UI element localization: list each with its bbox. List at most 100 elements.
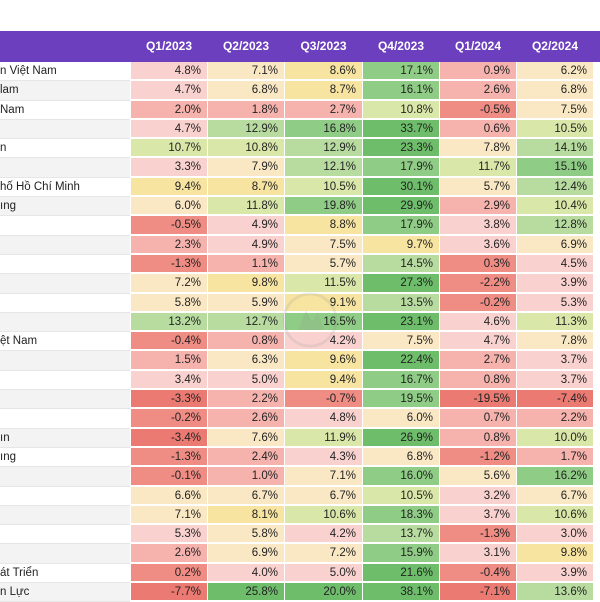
value-cell: 5.0%	[285, 563, 363, 583]
table-row[interactable]: 1.5% 6.3% 9.6% 22.4% 2.7% 3.7%	[0, 351, 600, 371]
top-strip	[0, 0, 600, 31]
value-cell: 2.2%	[208, 390, 285, 409]
value-cell: 3.4%	[131, 370, 208, 390]
table-row[interactable]: lam 4.7% 6.8% 8.7% 16.1% 2.6% 6.8%	[0, 81, 600, 101]
value-cell: -0.4%	[440, 563, 517, 583]
column-header[interactable]: Q2/2024	[531, 39, 579, 53]
table-row[interactable]: 3.4% 5.0% 9.4% 16.7% 0.8% 3.7%	[0, 370, 600, 391]
value-cell: 7.9%	[208, 158, 285, 177]
value-cell: 7.6%	[208, 428, 285, 447]
value-cell: 0.3%	[440, 254, 517, 274]
value-cell: 4.7%	[131, 119, 208, 139]
value-cell: 11.5%	[285, 274, 363, 293]
row-name	[0, 486, 130, 506]
table-row[interactable]: 7.2% 9.8% 11.5% 27.3% -2.2% 3.9%	[0, 274, 600, 294]
value-cell: 10.0%	[517, 428, 594, 447]
table-row[interactable]: 5.3% 5.8% 4.2% 13.7% -1.3% 3.0%	[0, 525, 600, 545]
data-table: n Việt Nam 4.8% 7.1% 8.6% 17.1% 0.9% 6.2% lam 4.…	[0, 62, 600, 602]
value-cell: -0.5%	[440, 100, 517, 119]
value-cell: 2.6%	[131, 544, 208, 563]
value-cell: 10.8%	[363, 100, 440, 119]
table-row[interactable]: 7.1% 8.1% 10.6% 18.3% 3.7% 10.6%	[0, 505, 600, 526]
table-row[interactable]: 13.2% 12.7% 16.5% 23.1% 4.6% 11.3%	[0, 312, 600, 333]
table-row[interactable]: 6.6% 6.7% 6.7% 10.5% 3.2% 6.7%	[0, 486, 600, 506]
row-name	[0, 119, 130, 140]
value-cell: 18.3%	[363, 505, 440, 525]
table-row[interactable]: 2.3% 4.9% 7.5% 9.7% 3.6% 6.9%	[0, 235, 600, 255]
value-cell: -0.7%	[285, 390, 363, 409]
value-cell: 23.1%	[363, 312, 440, 332]
value-cell: 9.1%	[285, 293, 363, 312]
value-cell: 2.0%	[131, 100, 208, 119]
value-cell: 5.7%	[440, 177, 517, 197]
value-cell: 3.1%	[440, 544, 517, 563]
row-name	[0, 544, 130, 564]
value-cell: 4.3%	[285, 447, 363, 467]
column-header[interactable]: Q1/2023	[145, 39, 193, 53]
value-cell: 4.5%	[517, 254, 594, 274]
table-row[interactable]: 3.3% 7.9% 12.1% 17.9% 11.7% 15.1%	[0, 158, 600, 178]
value-cell: -19.5%	[440, 390, 517, 409]
table-row[interactable]: át Triển 0.2% 4.0% 5.0% 21.6% -0.4% 3.9%	[0, 563, 600, 584]
table-row[interactable]: n 10.7% 10.8% 12.9% 23.3% 7.8% 14.1%	[0, 139, 600, 159]
value-cell: 12.8%	[517, 216, 594, 235]
value-cell: -2.2%	[440, 274, 517, 293]
row-name	[0, 525, 130, 545]
row-name	[0, 351, 130, 371]
value-cell: 33.7%	[363, 119, 440, 139]
column-header[interactable]: Q2/2023	[222, 39, 270, 53]
column-header[interactable]: Q1/2024	[454, 39, 502, 53]
value-cell: 9.4%	[131, 177, 208, 197]
table-row[interactable]: ıng 6.0% 11.8% 19.8% 29.9% 2.9% 10.4%	[0, 197, 600, 217]
table-row[interactable]: -0.5% 4.9% 8.8% 17.9% 3.8% 12.8%	[0, 216, 600, 236]
value-cell: 26.9%	[363, 428, 440, 447]
value-cell: 6.0%	[131, 197, 208, 216]
value-cell: 16.0%	[363, 467, 440, 486]
table-row[interactable]: -3.3% 2.2% -0.7% 19.5% -19.5% -7.4%	[0, 390, 600, 410]
table-row[interactable]: ệt Nam -0.4% 0.8% 4.2% 7.5% 4.7% 7.8%	[0, 332, 600, 352]
value-cell: 21.6%	[363, 563, 440, 583]
value-cell: 7.1%	[285, 467, 363, 486]
table-row[interactable]: 5.8% 5.9% 9.1% 13.5% -0.2% 5.3%	[0, 293, 600, 313]
table-row[interactable]: 2.6% 6.9% 7.2% 15.9% 3.1% 9.8%	[0, 544, 600, 564]
table-row[interactable]: ıng -1.3% 2.4% 4.3% 6.8% -1.2% 1.7%	[0, 447, 600, 468]
value-cell: 16.7%	[363, 370, 440, 390]
value-cell: -1.3%	[131, 254, 208, 274]
value-cell: 6.8%	[363, 447, 440, 467]
value-cell: -7.1%	[440, 583, 517, 602]
value-cell: -0.1%	[131, 467, 208, 486]
value-cell: 4.8%	[131, 62, 208, 81]
value-cell: 4.2%	[285, 332, 363, 351]
table-row[interactable]: Nam 2.0% 1.8% 2.7% 10.8% -0.5% 7.5%	[0, 100, 600, 120]
value-cell: 12.1%	[285, 158, 363, 177]
value-cell: 2.3%	[131, 235, 208, 254]
row-name	[0, 158, 130, 178]
value-cell: 0.2%	[131, 563, 208, 583]
value-cell: 17.1%	[363, 62, 440, 81]
value-cell: 5.0%	[208, 370, 285, 390]
column-header[interactable]: Q4/2023	[377, 39, 425, 53]
value-cell: 3.7%	[517, 370, 594, 390]
value-cell: 11.8%	[208, 197, 285, 216]
table-row[interactable]: hố Hồ Chí Minh 9.4% 8.7% 10.5% 30.1% 5.7% 12.4…	[0, 177, 600, 198]
row-name	[0, 409, 130, 429]
value-cell: 16.2%	[517, 467, 594, 486]
value-cell: 7.1%	[208, 62, 285, 81]
table-row[interactable]: -0.2% 2.6% 4.8% 6.0% 0.7% 2.2%	[0, 409, 600, 429]
table-row[interactable]: ın -3.4% 7.6% 11.9% 26.9% 0.8% 10.0%	[0, 428, 600, 448]
value-cell: 12.4%	[517, 177, 594, 197]
column-header[interactable]: Q3/2023	[300, 39, 347, 53]
row-name: lam	[0, 81, 130, 101]
row-name: Nam	[0, 100, 130, 120]
table-row[interactable]: -1.3% 1.1% 5.7% 14.5% 0.3% 4.5%	[0, 254, 600, 275]
value-cell: 11.9%	[285, 428, 363, 447]
value-cell: 6.7%	[517, 486, 594, 505]
table-row[interactable]: 4.7% 12.9% 16.8% 33.7% 0.6% 10.5%	[0, 119, 600, 140]
value-cell: 0.8%	[440, 428, 517, 447]
value-cell: 4.9%	[208, 235, 285, 254]
table-row[interactable]: n Việt Nam 4.8% 7.1% 8.6% 17.1% 0.9% 6.2%	[0, 62, 600, 82]
value-cell: 10.7%	[131, 139, 208, 158]
table-row[interactable]: n Lực -7.7% 25.8% 20.0% 38.1% -7.1% 13.6%	[0, 583, 600, 602]
table-row[interactable]: -0.1% 1.0% 7.1% 16.0% 5.6% 16.2%	[0, 467, 600, 487]
value-cell: 10.6%	[517, 505, 594, 525]
